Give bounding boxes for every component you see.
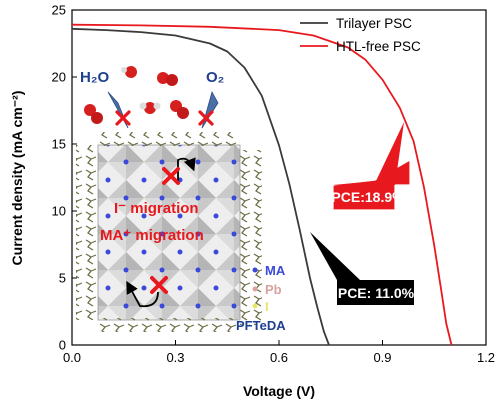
blocked-cross-icon bbox=[150, 276, 168, 294]
y-tick-label: 15 bbox=[52, 137, 66, 152]
inset-illustration: H₂O O₂ bbox=[76, 66, 286, 333]
series-layer bbox=[71, 23, 453, 346]
legend: Trilayer PSC HTL-free PSC bbox=[300, 16, 421, 54]
y-tick-label: 0 bbox=[59, 338, 66, 353]
water-molecule-icon bbox=[121, 66, 137, 78]
pce-htl-free-annotation: PCE:18.9% bbox=[331, 122, 411, 211]
x-axis-ticks: 0.0 0.3 0.6 0.9 1.2 bbox=[63, 340, 495, 365]
x-tick-label: 0.0 bbox=[63, 350, 81, 365]
blocked-cross-icon bbox=[198, 110, 214, 126]
ma-migration-label: MA⁺ migration bbox=[100, 227, 204, 244]
ma-legend-label: MA bbox=[265, 263, 286, 278]
water-molecule-icon bbox=[139, 102, 161, 114]
oxygen-molecule-icon bbox=[84, 104, 103, 124]
oxygen-molecule-icon bbox=[170, 100, 189, 119]
water-label: H₂O bbox=[80, 69, 109, 86]
y-tick-label: 20 bbox=[52, 70, 66, 85]
oxygen-label: O₂ bbox=[206, 69, 224, 86]
pb-legend-label: Pb bbox=[265, 282, 282, 297]
legend-label-htl-free: HTL-free PSC bbox=[336, 39, 421, 54]
iodide-migration-label: I⁻ migration bbox=[114, 200, 199, 217]
blocked-cross-icon bbox=[162, 167, 180, 185]
pce-trilayer-label: PCE: 11.0% bbox=[338, 285, 415, 301]
pfteda-legend-label: PFTeDA bbox=[236, 318, 286, 333]
ma-migration-arrow-icon bbox=[126, 280, 159, 308]
x-tick-label: 0.9 bbox=[373, 350, 391, 365]
y-axis-ticks: 0 5 10 15 20 25 bbox=[52, 3, 77, 353]
x-tick-label: 1.2 bbox=[477, 350, 495, 365]
x-tick-label: 0.3 bbox=[166, 350, 184, 365]
y-tick-label: 25 bbox=[52, 3, 66, 18]
y-tick-label: 5 bbox=[59, 271, 66, 286]
ma-dot-icon bbox=[252, 267, 258, 273]
i-legend-label: I bbox=[265, 299, 269, 314]
x-axis-title: Voltage (V) bbox=[243, 383, 315, 399]
inset-top-ligands bbox=[98, 132, 240, 146]
pb-dot-icon bbox=[252, 286, 258, 292]
pce-htl-free-label: PCE:18.9% bbox=[331, 189, 405, 205]
legend-label-trilayer: Trilayer PSC bbox=[336, 16, 412, 31]
inset-left-ligands bbox=[76, 145, 98, 320]
y-tick-label: 10 bbox=[52, 204, 66, 219]
x-tick-label: 0.6 bbox=[270, 350, 288, 365]
inset-bottom-ligands bbox=[98, 318, 240, 332]
inset-right-ligands bbox=[240, 150, 262, 325]
series-line-htl-free bbox=[71, 23, 453, 346]
oxygen-molecule-icon bbox=[157, 72, 178, 86]
blocked-cross-icon bbox=[115, 110, 131, 126]
iodide-migration-arrow-icon bbox=[177, 157, 196, 182]
pce-trilayer-annotation: PCE: 11.0% bbox=[310, 232, 415, 305]
i-dot-icon bbox=[252, 303, 258, 309]
y-axis-title: Current density (mA cm⁻²) bbox=[9, 91, 25, 266]
series-line-trilayer bbox=[71, 27, 330, 346]
